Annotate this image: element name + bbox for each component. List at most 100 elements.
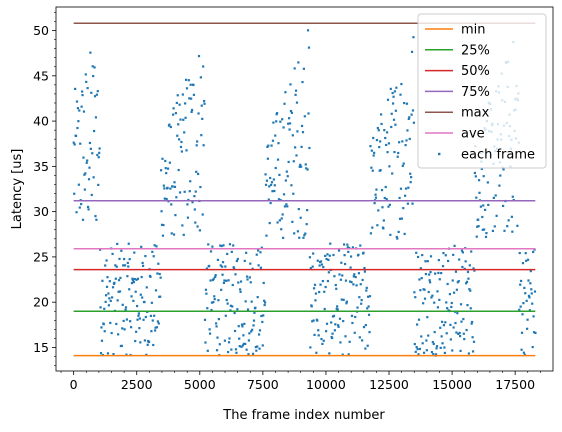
each-frame-point — [420, 277, 423, 280]
each-frame-point — [250, 330, 253, 333]
each-frame-point — [475, 235, 478, 238]
each-frame-point — [470, 322, 473, 325]
each-frame-point — [257, 249, 260, 252]
each-frame-point — [254, 306, 257, 309]
each-frame-point — [293, 232, 296, 235]
each-frame-point — [442, 251, 445, 255]
each-frame-point — [368, 295, 372, 298]
each-frame-point — [506, 225, 509, 228]
each-frame-point — [266, 145, 269, 148]
each-frame-point — [76, 107, 80, 110]
each-frame-point — [353, 331, 356, 334]
each-frame-point — [91, 152, 94, 155]
each-frame-point — [377, 209, 380, 212]
each-frame-point — [446, 307, 449, 310]
each-frame-point — [187, 198, 190, 202]
each-frame-point — [125, 353, 128, 356]
each-frame-point — [255, 349, 258, 352]
each-frame-point — [103, 330, 106, 333]
each-frame-point — [367, 313, 371, 316]
each-frame-point — [430, 350, 434, 354]
each-frame-point — [230, 250, 233, 253]
each-frame-point — [387, 205, 390, 208]
each-frame-point — [527, 279, 530, 282]
each-frame-point — [410, 113, 413, 116]
each-frame-point — [414, 296, 417, 299]
each-frame-point — [89, 147, 92, 150]
each-frame-point — [278, 219, 281, 222]
each-frame-point — [251, 328, 254, 331]
each-frame-point — [124, 308, 127, 311]
each-frame-point — [348, 246, 351, 250]
each-frame-point — [220, 288, 223, 291]
each-frame-point — [522, 302, 525, 305]
each-frame-point — [485, 231, 488, 235]
each-frame-point — [144, 254, 147, 258]
each-frame-point — [96, 90, 99, 93]
each-frame-point — [100, 326, 103, 329]
each-frame-point — [261, 320, 264, 324]
each-frame-point — [165, 172, 168, 175]
each-frame-point — [445, 301, 448, 304]
each-frame-point — [243, 259, 246, 262]
each-frame-point — [365, 289, 368, 292]
each-frame-point — [223, 279, 226, 282]
each-frame-point — [261, 344, 264, 347]
each-frame-point — [294, 146, 297, 149]
legend-handle-each-frame — [438, 152, 441, 156]
each-frame-point — [360, 302, 363, 305]
each-frame-point — [376, 126, 379, 130]
x-tick-label: 12500 — [369, 377, 409, 392]
each-frame-point — [298, 165, 301, 168]
each-frame-point — [277, 198, 281, 201]
each-frame-point — [260, 314, 263, 318]
each-frame-point — [269, 176, 272, 180]
each-frame-point — [415, 346, 418, 349]
each-frame-point — [519, 283, 522, 286]
each-frame-point — [128, 288, 131, 291]
each-frame-point — [245, 348, 248, 351]
each-frame-point — [343, 262, 347, 266]
each-frame-point — [412, 121, 415, 124]
each-frame-point — [278, 173, 281, 176]
each-frame-point — [247, 353, 250, 356]
each-frame-point — [432, 353, 435, 356]
each-frame-point — [502, 168, 505, 171]
each-frame-point — [334, 283, 337, 287]
each-frame-point — [408, 116, 411, 119]
each-frame-point — [327, 271, 330, 274]
each-frame-point — [486, 181, 489, 184]
each-frame-point — [294, 89, 298, 92]
each-frame-point — [527, 294, 531, 297]
each-frame-point — [417, 318, 421, 321]
each-frame-point — [439, 326, 442, 329]
each-frame-point — [137, 314, 140, 317]
each-frame-point — [480, 167, 483, 170]
each-frame-point — [529, 269, 532, 273]
each-frame-point — [436, 290, 439, 293]
each-frame-point — [482, 204, 485, 207]
each-frame-point — [208, 264, 211, 268]
each-frame-point — [127, 242, 130, 245]
each-frame-point — [499, 174, 502, 177]
each-frame-point — [430, 296, 433, 299]
each-frame-point — [385, 198, 388, 201]
each-frame-point — [98, 151, 101, 154]
each-frame-point — [410, 50, 414, 53]
each-frame-point — [350, 281, 353, 284]
each-frame-point — [146, 343, 149, 346]
y-tick-label: 35 — [33, 159, 49, 174]
each-frame-point — [349, 266, 352, 269]
each-frame-point — [269, 201, 272, 205]
each-frame-point — [201, 213, 204, 216]
each-frame-point — [216, 336, 219, 339]
each-frame-point — [308, 146, 311, 150]
each-frame-point — [196, 140, 199, 143]
each-frame-point — [134, 339, 137, 343]
each-frame-point — [457, 280, 460, 283]
legend-label: 50% — [461, 64, 490, 79]
each-frame-point — [328, 254, 331, 257]
each-frame-point — [272, 121, 275, 124]
each-frame-point — [202, 144, 205, 147]
each-frame-point — [383, 196, 386, 200]
